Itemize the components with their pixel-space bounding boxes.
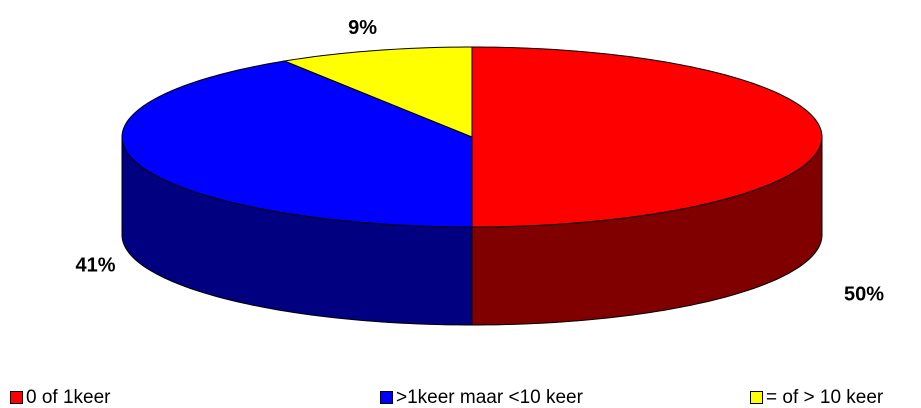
legend-label: 0 of 1keer	[26, 387, 111, 408]
pie-slice	[121, 60, 473, 228]
data-label: 41%	[76, 255, 116, 277]
legend-swatch	[380, 391, 393, 404]
pie-slice	[282, 46, 473, 138]
data-label: 9%	[348, 17, 377, 39]
legend-label: >1keer maar <10 keer	[396, 387, 584, 408]
data-label: 50%	[844, 283, 884, 305]
legend-label: = of > 10 keer	[766, 387, 884, 408]
legend-swatch	[750, 391, 763, 404]
legend-swatch	[10, 391, 23, 404]
pie-slice	[471, 46, 823, 228]
